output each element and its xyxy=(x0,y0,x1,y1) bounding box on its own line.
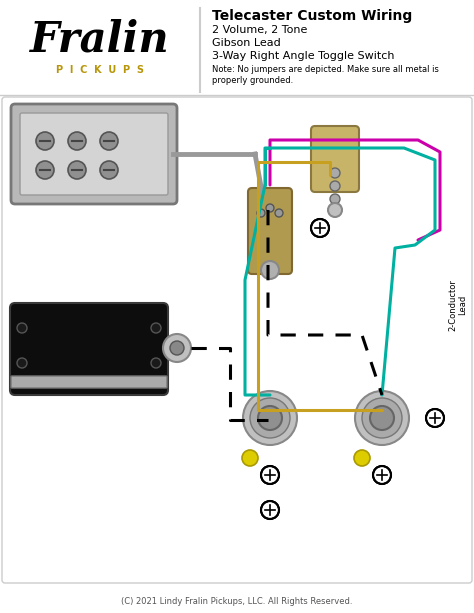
Circle shape xyxy=(355,391,409,445)
Text: Telecaster Custom Wiring: Telecaster Custom Wiring xyxy=(212,9,412,23)
Circle shape xyxy=(261,501,279,519)
Circle shape xyxy=(68,161,86,179)
Circle shape xyxy=(373,466,391,484)
Circle shape xyxy=(311,219,329,237)
Circle shape xyxy=(426,409,444,427)
Circle shape xyxy=(354,450,370,466)
FancyBboxPatch shape xyxy=(20,113,168,195)
Text: 2-Conductor
Lead: 2-Conductor Lead xyxy=(448,279,467,331)
FancyBboxPatch shape xyxy=(311,126,359,192)
Circle shape xyxy=(370,406,394,430)
Circle shape xyxy=(170,341,184,355)
Circle shape xyxy=(36,132,54,150)
Circle shape xyxy=(100,132,118,150)
Circle shape xyxy=(17,323,27,333)
Circle shape xyxy=(330,181,340,191)
Text: (C) 2021 Lindy Fralin Pickups, LLC. All Rights Reserved.: (C) 2021 Lindy Fralin Pickups, LLC. All … xyxy=(121,598,353,606)
Text: Note: No jumpers are depicted. Make sure all metal is
properly grounded.: Note: No jumpers are depicted. Make sure… xyxy=(212,66,439,85)
Circle shape xyxy=(151,358,161,368)
Circle shape xyxy=(328,203,342,217)
Circle shape xyxy=(36,161,54,179)
FancyBboxPatch shape xyxy=(248,188,292,274)
FancyBboxPatch shape xyxy=(10,303,168,395)
FancyBboxPatch shape xyxy=(11,376,167,388)
Circle shape xyxy=(261,261,279,279)
Circle shape xyxy=(261,466,279,484)
Text: Gibson Lead: Gibson Lead xyxy=(212,38,281,48)
Circle shape xyxy=(151,323,161,333)
FancyBboxPatch shape xyxy=(11,104,177,204)
Circle shape xyxy=(243,391,297,445)
Circle shape xyxy=(266,204,274,212)
Text: P  I  C  K  U  P  S: P I C K U P S xyxy=(56,65,144,75)
Text: 3-Way Right Angle Toggle Switch: 3-Way Right Angle Toggle Switch xyxy=(212,51,394,61)
Circle shape xyxy=(330,194,340,204)
Circle shape xyxy=(362,398,402,438)
Circle shape xyxy=(250,398,290,438)
Circle shape xyxy=(275,209,283,217)
Circle shape xyxy=(330,168,340,178)
Circle shape xyxy=(242,450,258,466)
Text: Fralin: Fralin xyxy=(30,19,170,61)
Circle shape xyxy=(100,161,118,179)
Circle shape xyxy=(68,132,86,150)
Text: 2 Volume, 2 Tone: 2 Volume, 2 Tone xyxy=(212,25,307,35)
Circle shape xyxy=(257,209,265,217)
Circle shape xyxy=(17,358,27,368)
Circle shape xyxy=(163,334,191,362)
Circle shape xyxy=(258,406,282,430)
